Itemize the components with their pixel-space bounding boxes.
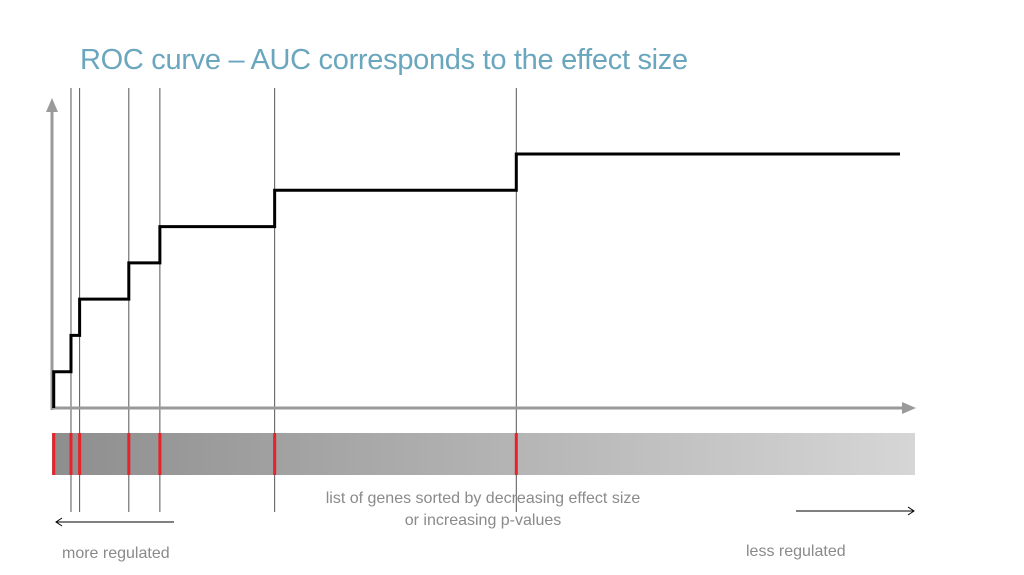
gene-ranking-bar [52, 433, 915, 475]
gene-hit-marker [158, 433, 162, 475]
caption-line-1: list of genes sorted by decreasing effec… [325, 490, 641, 507]
slide-title: ROC curve – AUC corresponds to the effec… [80, 44, 688, 76]
more-regulated-arrow [55, 517, 174, 527]
less-regulated-arrow [796, 506, 915, 516]
gene-hit-marker [514, 433, 518, 475]
more-regulated-label: more regulated [62, 545, 170, 562]
gene-hit-markers [52, 433, 518, 475]
gene-hit-marker [52, 433, 56, 475]
less-regulated-label: less regulated [746, 543, 846, 560]
gene-bar-background [52, 433, 915, 475]
y-axis-arrowhead [46, 98, 58, 112]
caption-line-2: or increasing p-values [404, 512, 562, 529]
roc-curve [52, 152, 900, 408]
x-axis [52, 402, 916, 414]
gene-hit-marker [69, 433, 73, 475]
gene-hit-marker [127, 433, 131, 475]
y-axis [46, 98, 58, 410]
gene-hit-marker [273, 433, 277, 475]
gene-hit-marker [78, 433, 82, 475]
x-axis-arrowhead [902, 402, 916, 414]
gene-list-caption: list of genes sorted by decreasing effec… [300, 488, 666, 532]
